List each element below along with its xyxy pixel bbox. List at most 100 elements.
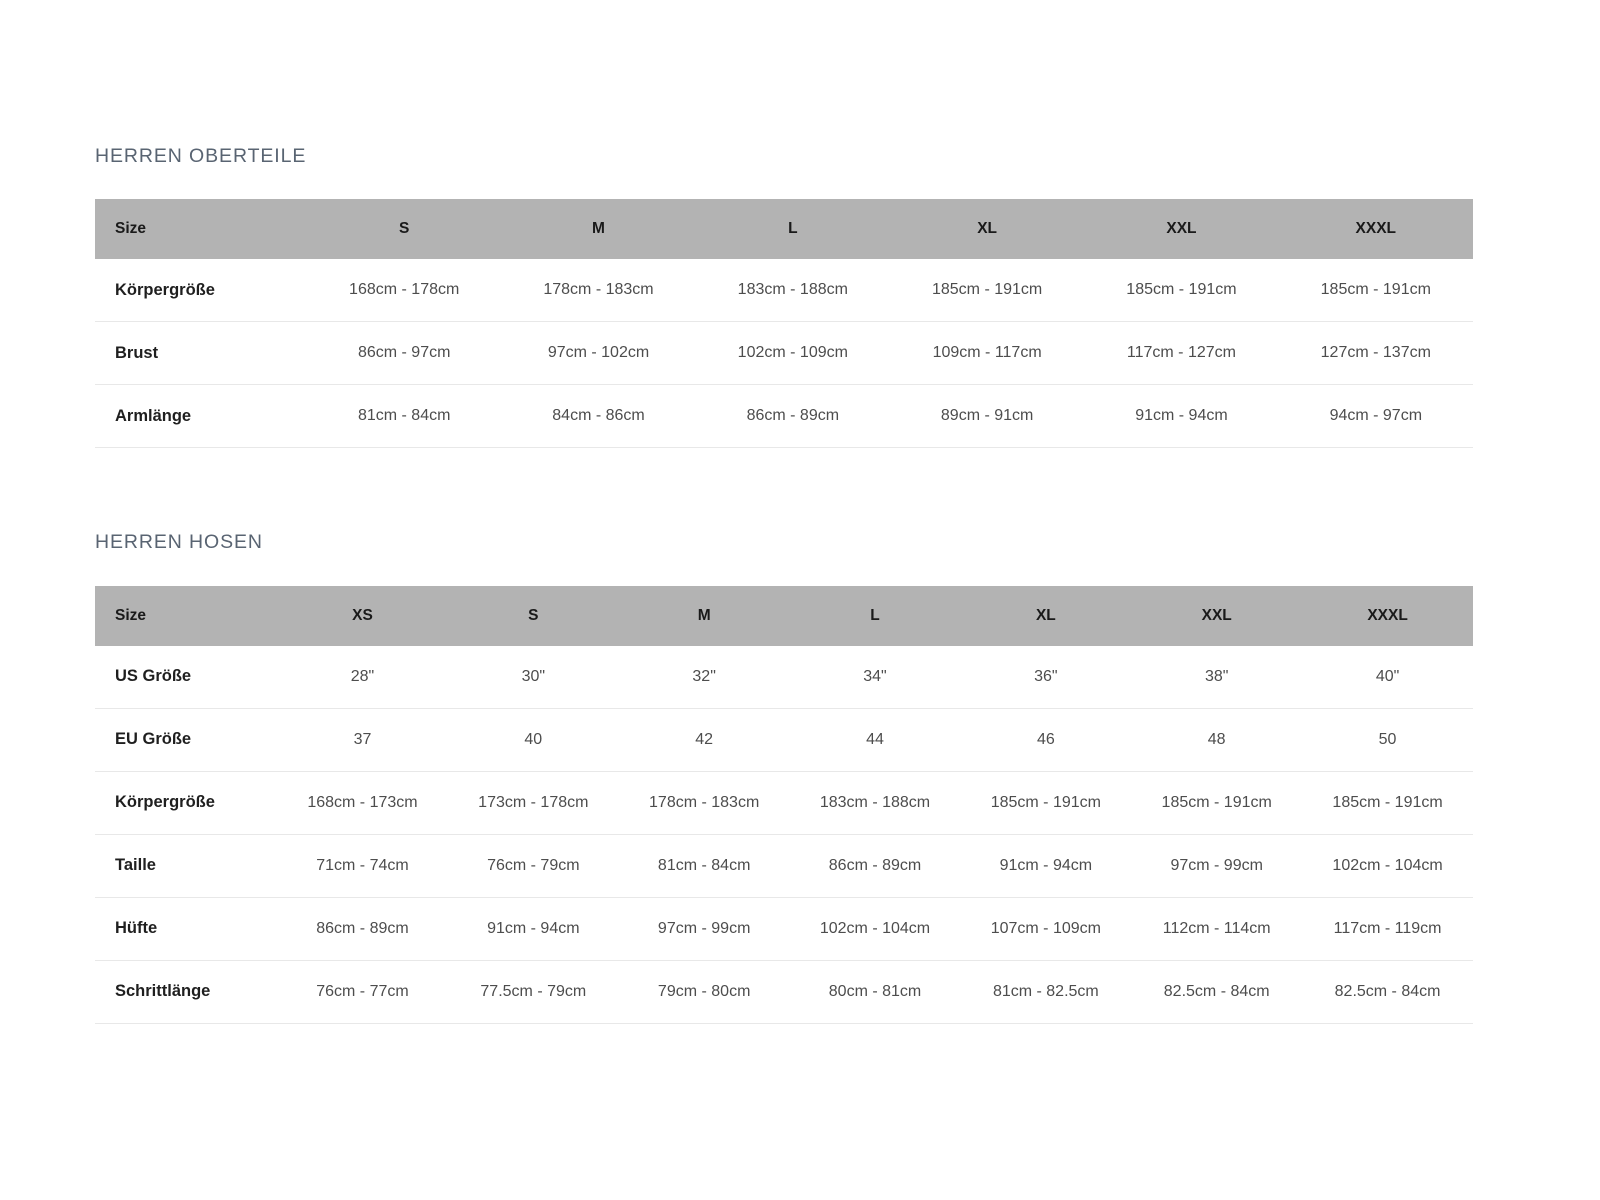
section-herren-oberteile: HERREN OBERTEILE Size S M L XL XXL XXXL xyxy=(95,0,1473,449)
cell-value: 185cm - 191cm xyxy=(1084,259,1279,323)
cell-value: 91cm - 94cm xyxy=(447,897,619,961)
row-label-brust: Brust xyxy=(95,321,308,386)
cell-value: 76cm - 77cm xyxy=(277,960,448,1024)
column-header-xxl: XXL xyxy=(1131,585,1303,646)
cell-value: 79cm - 80cm xyxy=(618,960,790,1024)
cell-value: 40" xyxy=(1302,645,1473,709)
cell-value: 168cm - 173cm xyxy=(277,771,448,835)
cell-value: 40 xyxy=(447,708,619,772)
row-label-schrittlaenge: Schrittlänge xyxy=(95,960,278,1024)
table-body-tops: Körpergröße 168cm - 178cm 178cm - 183cm … xyxy=(95,259,1473,449)
column-header-xxl: XXL xyxy=(1084,199,1279,260)
table-head-tops: Size S M L XL XXL XXXL xyxy=(95,199,1473,260)
cell-value: 36" xyxy=(960,645,1132,709)
cell-value: 97cm - 99cm xyxy=(1131,834,1303,898)
cell-value: 80cm - 81cm xyxy=(789,960,961,1024)
row-label-taille: Taille xyxy=(95,834,278,898)
cell-value: 46 xyxy=(960,708,1132,772)
row-label-huefte: Hüfte xyxy=(95,897,278,961)
cell-value: 91cm - 94cm xyxy=(1084,384,1279,449)
table-row: Schrittlänge 76cm - 77cm 77.5cm - 79cm 7… xyxy=(95,960,1473,1024)
cell-value: 185cm - 191cm xyxy=(1302,771,1473,835)
column-header-xs: XS xyxy=(277,585,448,646)
row-label-armlaenge: Armlänge xyxy=(95,384,308,449)
cell-value: 117cm - 119cm xyxy=(1302,897,1473,961)
cell-value: 86cm - 89cm xyxy=(789,834,961,898)
cell-value: 183cm - 188cm xyxy=(695,259,890,323)
cell-value: 86cm - 89cm xyxy=(695,384,890,449)
section-title-bottoms: HERREN HOSEN xyxy=(95,531,263,554)
cell-value: 81cm - 84cm xyxy=(307,384,502,449)
table-row: Taille 71cm - 74cm 76cm - 79cm 81cm - 84… xyxy=(95,834,1473,898)
cell-value: 34" xyxy=(789,645,961,709)
cell-value: 102cm - 109cm xyxy=(695,321,890,386)
cell-value: 127cm - 137cm xyxy=(1278,321,1473,386)
cell-value: 82.5cm - 84cm xyxy=(1131,960,1303,1024)
row-label-eu-groesse: EU Größe xyxy=(95,708,278,772)
table-row: EU Größe 37 40 42 44 46 48 50 xyxy=(95,708,1473,772)
cell-value: 94cm - 97cm xyxy=(1278,384,1473,449)
table-row: Hüfte 86cm - 89cm 91cm - 94cm 97cm - 99c… xyxy=(95,897,1473,961)
cell-value: 183cm - 188cm xyxy=(789,771,961,835)
cell-value: 81cm - 84cm xyxy=(618,834,790,898)
table-row: US Größe 28" 30" 32" 34" 36" 38" 40" xyxy=(95,645,1473,709)
column-header-s: S xyxy=(307,199,502,260)
column-header-l: L xyxy=(789,585,961,646)
cell-value: 102cm - 104cm xyxy=(789,897,961,961)
cell-value: 81cm - 82.5cm xyxy=(960,960,1132,1024)
cell-value: 82.5cm - 84cm xyxy=(1302,960,1473,1024)
cell-value: 185cm - 191cm xyxy=(889,259,1085,323)
row-label-us-groesse: US Größe xyxy=(95,645,278,709)
cell-value: 97cm - 99cm xyxy=(618,897,790,961)
section-herren-hosen: HERREN HOSEN Size XS S M L XL XXL XXXL xyxy=(95,448,1473,1024)
table-row: Körpergröße 168cm - 178cm 178cm - 183cm … xyxy=(95,259,1473,323)
cell-value: 117cm - 127cm xyxy=(1084,321,1279,386)
column-header-m: M xyxy=(501,199,696,260)
row-label-koerpergroesse: Körpergröße xyxy=(95,259,308,323)
cell-value: 48 xyxy=(1131,708,1303,772)
cell-value: 91cm - 94cm xyxy=(960,834,1132,898)
column-header-xl: XL xyxy=(889,199,1085,260)
cell-value: 185cm - 191cm xyxy=(960,771,1132,835)
cell-value: 50 xyxy=(1302,708,1473,772)
table-header-row: Size XS S M L XL XXL XXXL xyxy=(95,585,1473,646)
cell-value: 76cm - 79cm xyxy=(447,834,619,898)
column-header-s: S xyxy=(447,585,619,646)
cell-value: 38" xyxy=(1131,645,1303,709)
table-head-bottoms: Size XS S M L XL XXL XXXL xyxy=(95,585,1473,646)
column-header-xxxl: XXXL xyxy=(1302,585,1473,646)
cell-value: 185cm - 191cm xyxy=(1131,771,1303,835)
cell-value: 178cm - 183cm xyxy=(618,771,790,835)
table-header-row: Size S M L XL XXL XXXL xyxy=(95,199,1473,260)
column-header-xl: XL xyxy=(960,585,1132,646)
cell-value: 44 xyxy=(789,708,961,772)
cell-value: 168cm - 178cm xyxy=(307,259,502,323)
column-header-size: Size xyxy=(95,199,308,260)
cell-value: 173cm - 178cm xyxy=(447,771,619,835)
cell-value: 84cm - 86cm xyxy=(501,384,696,449)
row-label-koerpergroesse: Körpergröße xyxy=(95,771,278,835)
table-row: Brust 86cm - 97cm 97cm - 102cm 102cm - 1… xyxy=(95,321,1473,386)
cell-value: 32" xyxy=(618,645,790,709)
cell-value: 109cm - 117cm xyxy=(889,321,1085,386)
cell-value: 42 xyxy=(618,708,790,772)
size-table-bottoms: Size XS S M L XL XXL XXXL US Größe 28" 3… xyxy=(95,585,1473,1024)
cell-value: 97cm - 102cm xyxy=(501,321,696,386)
cell-value: 37 xyxy=(277,708,448,772)
cell-value: 86cm - 97cm xyxy=(307,321,502,386)
cell-value: 102cm - 104cm xyxy=(1302,834,1473,898)
cell-value: 77.5cm - 79cm xyxy=(447,960,619,1024)
table-body-bottoms: US Größe 28" 30" 32" 34" 36" 38" 40" EU … xyxy=(95,645,1473,1024)
column-header-l: L xyxy=(695,199,890,260)
cell-value: 178cm - 183cm xyxy=(501,259,696,323)
cell-value: 185cm - 191cm xyxy=(1278,259,1473,323)
cell-value: 28" xyxy=(277,645,448,709)
table-row: Armlänge 81cm - 84cm 84cm - 86cm 86cm - … xyxy=(95,384,1473,449)
section-title-tops: HERREN OBERTEILE xyxy=(95,145,307,167)
column-header-size: Size xyxy=(95,585,278,646)
cell-value: 30" xyxy=(447,645,619,709)
cell-value: 71cm - 74cm xyxy=(277,834,448,898)
column-header-m: M xyxy=(618,585,790,646)
cell-value: 112cm - 114cm xyxy=(1131,897,1303,961)
